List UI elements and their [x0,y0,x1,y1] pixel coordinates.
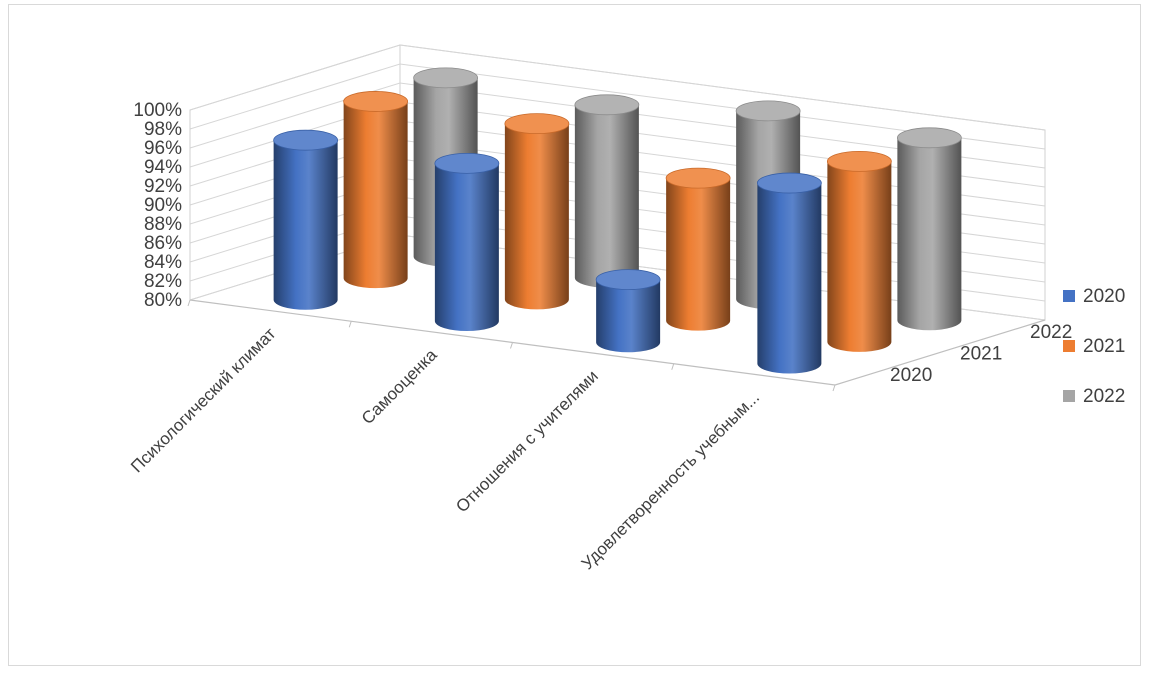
bar-body [574,104,639,288]
x-tick-mark [832,384,836,392]
y-tick-label: 100% [133,100,182,121]
bar-top [343,91,409,112]
bar-2021-3 [665,167,731,331]
bar-body [504,123,569,310]
y-tick-label: 82% [144,271,182,292]
category-label: Отношения с учителями [452,367,602,517]
legend-swatch [1063,340,1075,352]
depth-axis-line [834,319,1046,386]
bar-2020-3 [595,269,661,353]
chart-bars [273,67,962,374]
y-axis-ticks: 100%98%96%94%92%90%88%86%84%82%80% [133,100,182,311]
x-tick-mark [187,299,191,307]
y-tick-label: 86% [144,233,182,254]
y-tick-label: 80% [144,290,182,311]
bar-body [273,140,338,310]
y-tick-label: 92% [144,176,182,197]
category-label: Удовлетворенность учебным... [578,388,763,573]
x-tick-mark [348,321,352,328]
bar-2021-4 [826,150,892,352]
depth-tick-label: 2020 [890,365,932,386]
x-tick-mark [671,363,675,370]
gridline [189,63,1046,150]
bar-2020-2 [434,152,500,332]
bar-top [826,150,892,172]
depth-tick-label: 2021 [960,344,1002,365]
chart-area [8,4,1141,666]
chart-axes [187,110,1046,392]
bar-body [757,183,822,374]
bar-body [343,101,408,289]
bar-body [666,178,731,331]
y-tick-label: 98% [144,119,182,140]
depth-tick-label: 2022 [1030,322,1072,343]
bar-top [735,100,801,122]
bar-top [896,127,962,149]
legend-item: 2022 [1063,386,1125,407]
bar-2022-4 [896,127,962,331]
bar-2020-1 [273,129,339,310]
legend-item: 2021 [1063,336,1125,357]
y-tick-label: 90% [144,195,182,216]
bar-body [897,137,962,331]
legend: 2020 2021 2022 [1063,286,1125,407]
category-label: Психологический климат [127,324,279,476]
bar-top [273,129,339,151]
legend-item: 2020 [1063,286,1125,307]
bar-2021-2 [504,113,570,310]
legend-label: 2021 [1083,336,1125,357]
gridline [189,82,1046,169]
bar-top [595,269,661,290]
bar-body [596,279,661,353]
bar-body [827,161,892,352]
bar-2021-1 [343,91,409,289]
bar-top [574,94,640,116]
y-tick-label: 94% [144,157,182,178]
y-tick-label: 88% [144,214,182,235]
y-tick-label: 84% [144,252,182,273]
legend-label: 2022 [1083,386,1125,407]
depth-axis-ticks: 2022 2021 2020 [890,322,1072,386]
y-tick-label: 96% [144,138,182,159]
bar-2022-2 [574,94,640,288]
x-tick-mark [510,342,513,349]
bar-top [434,152,500,174]
bar-top [413,67,479,89]
category-label: Самооценка [358,345,441,428]
bar-top [504,113,570,135]
legend-swatch [1063,390,1075,402]
legend-label: 2020 [1083,286,1125,307]
bar-2020-4 [756,172,822,374]
category-axis-labels: Психологический климат Самооценка Отношени… [127,324,763,573]
bar-top [665,167,731,189]
bar-body [434,163,499,332]
legend-swatch [1063,290,1075,302]
bar-top [756,172,822,194]
gridline [189,44,1046,131]
